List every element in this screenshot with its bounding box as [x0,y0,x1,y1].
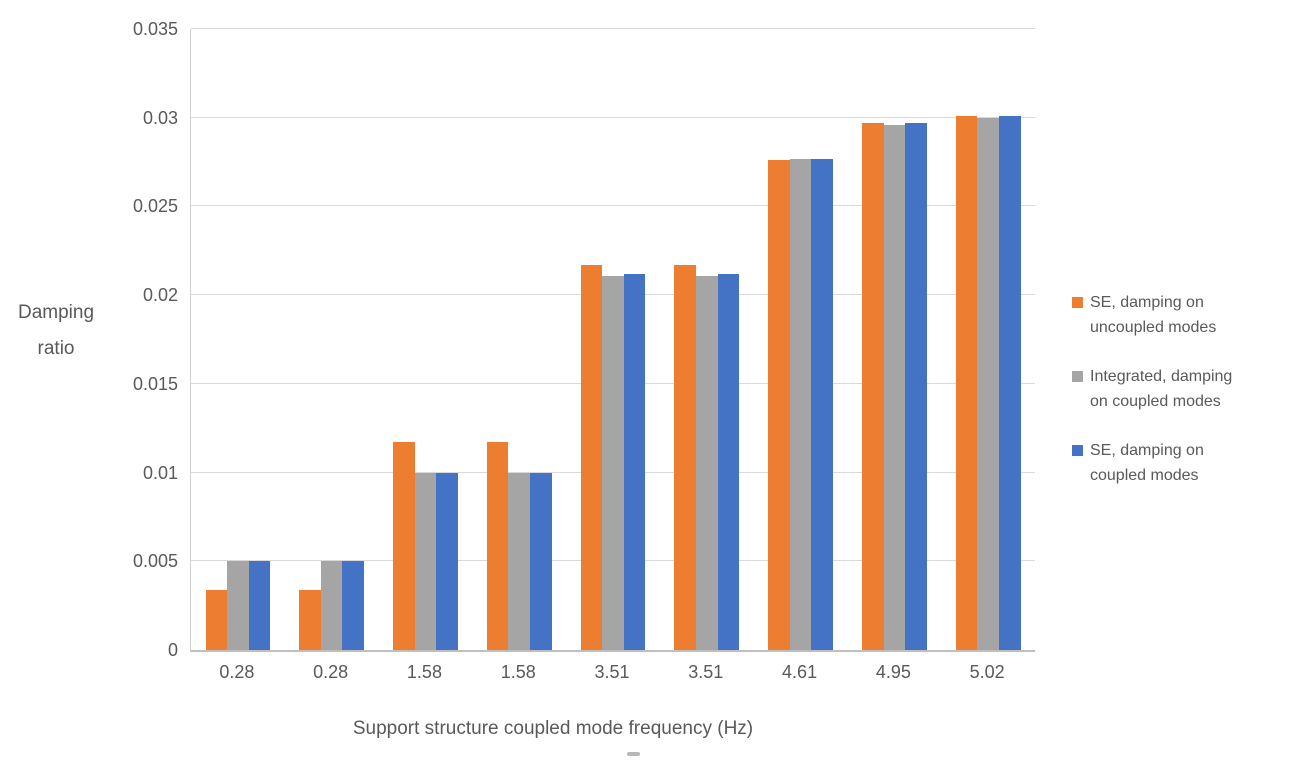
x-tick-label: 4.95 [875,662,911,682]
bar [883,124,906,650]
y-tick-label: 0.025 [132,196,178,217]
legend-label: SE, damping on coupled modes [1090,438,1204,488]
bar [227,561,249,650]
bar [299,589,321,650]
x-tick-label: 1.58 [406,662,442,682]
legend-label-line: SE, damping on [1090,294,1204,311]
gridline [191,205,1035,207]
x-tick-label: 4.61 [782,662,818,682]
bar [486,442,509,650]
bar [320,561,343,650]
gridline [191,28,1035,29]
legend-label-line: Integrated, damping [1090,368,1233,385]
y-tick-label: 0.015 [132,373,178,394]
bar [861,123,884,650]
plot-area [190,28,1035,652]
bar [248,561,271,650]
x-tick-label: 1.58 [500,662,536,682]
y-axis-tick-labels: 0.035 0.03 0.025 0.02 0.015 0.01 0.005 0 [0,19,178,660]
bar [414,472,437,650]
bar [508,472,531,650]
bar [580,264,603,650]
bar [905,123,927,650]
bar-groups-container [191,29,1035,650]
legend-label-line: SE, damping on [1090,442,1204,459]
legend-swatch-orange-icon [1072,297,1083,308]
x-axis-title: Support structure coupled mode frequency… [352,718,754,739]
bar-group [285,29,379,650]
y-tick-label: 0.02 [142,285,178,306]
bar [205,589,228,650]
legend-label-line: uncoupled modes [1090,319,1217,336]
bar [674,264,696,650]
legend-label-line: on coupled modes [1090,393,1221,410]
legend-label: SE, damping on uncoupled modes [1090,290,1216,340]
y-tick-label: 0.01 [142,462,178,483]
bar-group [754,29,848,650]
y-tick-label: 0 [167,640,178,660]
y-tick-label: 0.035 [132,19,178,39]
y-tick-label: 0.005 [132,551,178,572]
bar [811,158,833,650]
legend-swatch-gray-icon [1072,371,1083,382]
bar-group [660,29,754,650]
bar [393,442,415,650]
y-axis-title-line1: Damping [17,302,95,323]
y-tick-label: 0.03 [142,107,178,128]
legend-label-line: coupled modes [1090,467,1199,484]
bar-group [566,29,660,650]
bar [342,561,365,650]
legend-swatch-blue-icon [1072,445,1083,456]
bar [955,115,978,650]
bar [717,273,740,650]
x-axis-tick-labels: 0.28 0.28 1.58 1.58 3.51 3.51 4.61 4.95 5.02 [190,662,1034,683]
bar [789,158,812,650]
cropped-text-fragment [627,752,640,756]
bar-group [941,29,1035,650]
bar [530,472,552,650]
x-tick-label: 0.28 [219,662,255,682]
bar [696,275,718,650]
x-tick-label: 0.28 [313,662,349,682]
legend-item-integrated-coupled: Integrated, damping on coupled modes [1072,364,1292,414]
y-axis-title: Damping ratio [8,295,104,367]
bar [768,160,790,650]
x-tick-label: 3.51 [594,662,630,682]
x-tick-label: 5.02 [969,662,1005,682]
bar-group [847,29,941,650]
bar-group [191,29,285,650]
bar-group [379,29,473,650]
bar-group [472,29,566,650]
legend-item-se-coupled: SE, damping on coupled modes [1072,438,1292,488]
bar [977,117,999,650]
bar [623,273,646,650]
y-axis-title-line2: ratio [37,338,75,359]
bar [998,115,1021,650]
legend: SE, damping on uncoupled modes Integrate… [1072,290,1292,512]
bar [436,472,458,650]
gridline [191,116,1035,118]
bar [602,275,624,650]
legend-item-se-uncoupled: SE, damping on uncoupled modes [1072,290,1292,340]
x-tick-label: 3.51 [688,662,724,682]
legend-label: Integrated, damping on coupled modes [1090,364,1232,414]
